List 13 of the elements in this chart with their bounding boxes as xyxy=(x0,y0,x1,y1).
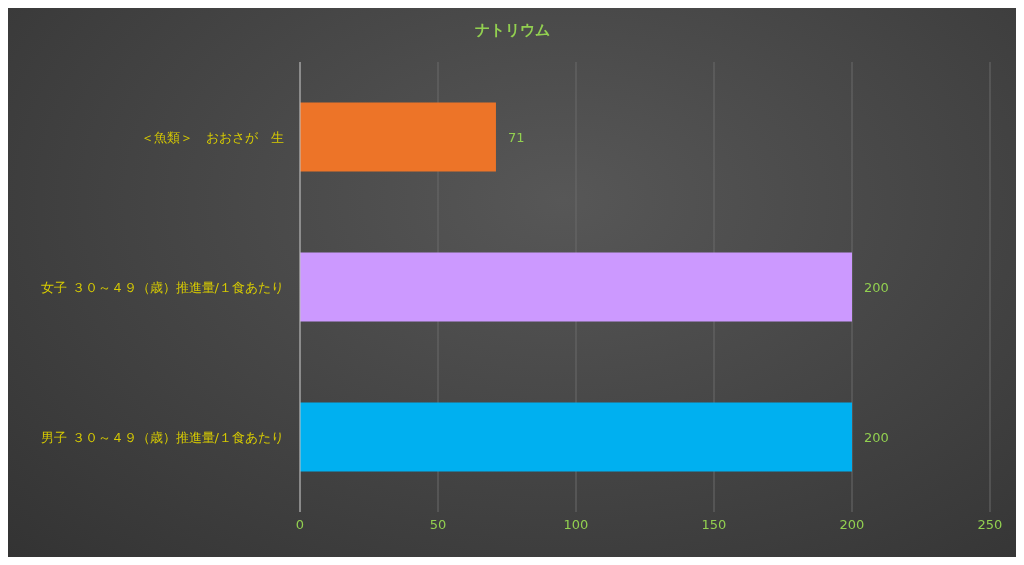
x-tick-label: 250 xyxy=(977,517,1003,533)
x-tick-label: 50 xyxy=(429,517,447,533)
y-tick-label: ＜魚類＞ おおさが 生 xyxy=(141,129,284,145)
x-tick-label: 150 xyxy=(701,517,727,533)
data-label: 200 xyxy=(864,279,889,295)
x-tick-label: 0 xyxy=(295,517,305,533)
x-tick-label: 100 xyxy=(563,517,589,533)
y-tick-label: 女子 ３０～４９（歳）推進量/１食あたり xyxy=(41,279,284,295)
data-label: 200 xyxy=(864,429,889,445)
chart-title: ナトリウム xyxy=(473,20,551,41)
x-tick-label: 200 xyxy=(839,517,865,533)
data-label: 71 xyxy=(507,129,525,145)
y-tick-label: 男子 ３０～４９（歳）推進量/１食あたり xyxy=(41,429,284,445)
